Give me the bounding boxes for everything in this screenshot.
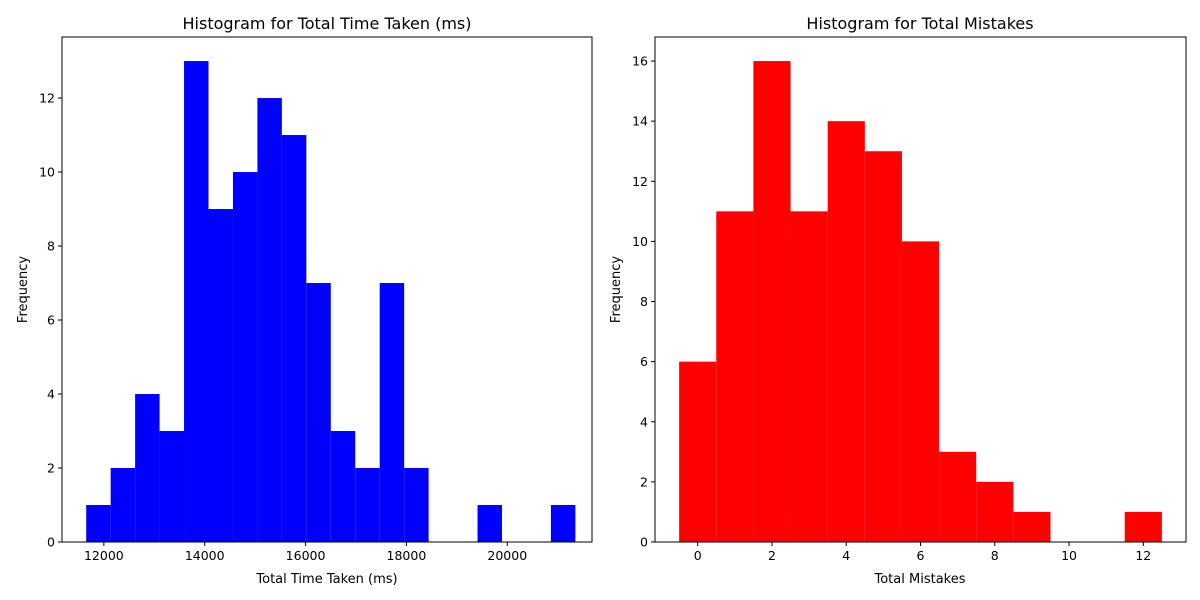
y-tick-label: 16 — [632, 54, 648, 69]
x-tick-label: 10 — [1061, 548, 1077, 563]
histogram-bar — [330, 431, 356, 542]
y-axis-ticks: 0 2 4 6 8 10 12 14 16 — [632, 54, 655, 550]
x-tick-label: 14000 — [185, 548, 225, 563]
chart-title: Histogram for Total Mistakes — [806, 14, 1033, 33]
y-tick-label: 4 — [640, 414, 648, 429]
histogram-bar — [679, 361, 717, 542]
histogram-bar — [404, 468, 429, 542]
chart-title: Histogram for Total Time Taken (ms) — [183, 14, 472, 33]
x-tick-label: 18000 — [387, 548, 427, 563]
y-tick-label: 0 — [640, 535, 648, 550]
histogram-bar — [827, 121, 865, 543]
x-tick-label: 2 — [768, 548, 776, 563]
time-taken-histogram: Histogram for Total Time Taken (ms) 1200… — [16, 14, 593, 587]
histogram-bar — [790, 211, 828, 542]
bars — [86, 61, 576, 543]
y-tick-label: 14 — [632, 114, 648, 129]
x-tick-label: 12000 — [84, 548, 124, 563]
x-tick-label: 8 — [991, 548, 999, 563]
histogram-bar — [1124, 511, 1162, 542]
x-tick-label: 4 — [842, 548, 850, 563]
y-tick-label: 2 — [47, 461, 55, 476]
y-tick-label: 8 — [640, 294, 648, 309]
y-axis-ticks: 0 2 4 6 8 10 12 — [39, 91, 62, 550]
y-tick-label: 12 — [39, 91, 55, 106]
histogram-bar — [135, 394, 160, 542]
y-tick-label: 4 — [47, 387, 55, 402]
histogram-bar — [306, 283, 331, 542]
x-tick-label: 20000 — [487, 548, 527, 563]
histogram-bar — [477, 505, 502, 542]
histogram-bar — [716, 211, 754, 542]
histogram-bar — [939, 451, 977, 542]
axes-frame — [654, 36, 1187, 543]
y-tick-label: 2 — [640, 474, 648, 489]
histogram-bar — [232, 172, 258, 543]
histogram-bar — [864, 151, 902, 542]
histogram-bar — [184, 61, 209, 543]
x-tick-label: 6 — [917, 548, 925, 563]
histogram-bar — [1013, 511, 1051, 542]
x-tick-label: 12 — [1135, 548, 1151, 563]
bars — [679, 61, 1162, 543]
histogram-bar — [550, 505, 576, 542]
x-axis-label: Total Mistakes — [874, 572, 966, 587]
histogram-bar — [208, 209, 233, 543]
histogram-bar — [257, 98, 282, 543]
histogram-bar — [281, 135, 307, 543]
histogram-bar — [753, 61, 791, 543]
y-tick-label: 10 — [39, 165, 55, 180]
y-axis-label: Frequency — [16, 256, 31, 323]
y-tick-label: 6 — [640, 354, 648, 369]
y-axis-label: Frequency — [609, 256, 624, 323]
histogram-bar — [86, 505, 111, 542]
x-axis-label: Total Time Taken (ms) — [255, 572, 397, 587]
y-tick-label: 12 — [632, 174, 648, 189]
histogram-bar — [976, 481, 1014, 542]
y-tick-label: 0 — [47, 535, 55, 550]
x-axis-ticks: 0 2 4 6 8 10 12 — [694, 542, 1151, 563]
histogram-bar — [159, 431, 185, 542]
histogram-bar — [379, 283, 405, 542]
x-tick-label: 0 — [694, 548, 702, 563]
x-axis-ticks: 12000 14000 16000 18000 20000 — [84, 542, 527, 563]
histogram-bar — [901, 241, 940, 542]
histogram-bar — [110, 468, 136, 542]
axes-frame — [61, 36, 593, 543]
y-tick-label: 6 — [47, 313, 55, 328]
y-tick-label: 8 — [47, 239, 55, 254]
mistakes-histogram: Histogram for Total Mistakes 0 2 4 6 8 10 12 0… — [609, 14, 1187, 587]
y-tick-label: 10 — [632, 234, 648, 249]
x-tick-label: 16000 — [286, 548, 326, 563]
histogram-bar — [355, 468, 380, 542]
